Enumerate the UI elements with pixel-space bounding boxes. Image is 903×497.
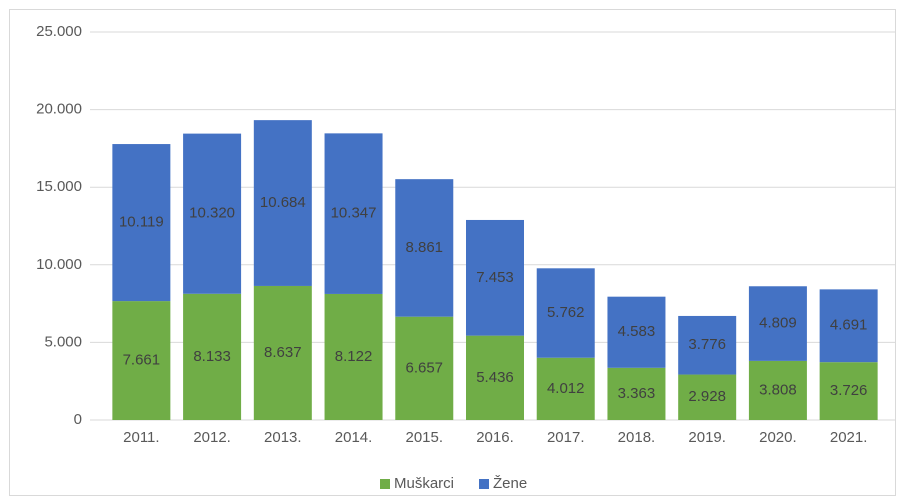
data-label: 3.776 bbox=[688, 336, 726, 353]
y-tick-label: 15.000 bbox=[36, 178, 82, 195]
legend-label: Žene bbox=[493, 475, 527, 492]
y-tick-label: 20.000 bbox=[36, 101, 82, 118]
x-tick-label: 2013. bbox=[264, 429, 302, 446]
data-label: 8.133 bbox=[193, 348, 231, 365]
bar-segment bbox=[112, 144, 171, 302]
bar-segment bbox=[466, 219, 524, 336]
bar-segment bbox=[253, 285, 312, 420]
bar-segment bbox=[748, 360, 807, 420]
bar-segment bbox=[183, 293, 242, 420]
x-tick-label: 2015. bbox=[405, 429, 443, 446]
y-tick-label: 25.000 bbox=[36, 23, 82, 40]
bar-segment bbox=[678, 315, 737, 375]
data-label: 4.691 bbox=[830, 317, 868, 334]
data-label: 8.861 bbox=[405, 239, 443, 256]
x-tick-label: 2011. bbox=[123, 429, 159, 446]
bar-segment bbox=[395, 179, 454, 317]
data-label: 8.122 bbox=[335, 348, 373, 365]
data-label: 8.637 bbox=[264, 344, 302, 361]
x-tick-label: 2012. bbox=[193, 429, 231, 446]
bar-segment bbox=[395, 316, 454, 420]
data-label: 5.762 bbox=[547, 304, 585, 321]
x-tick-label: 2020. bbox=[759, 429, 797, 446]
data-label: 4.809 bbox=[759, 315, 797, 332]
y-tick-label: 10.000 bbox=[36, 256, 82, 273]
data-label: 10.119 bbox=[119, 214, 164, 231]
bar-segment bbox=[112, 301, 171, 420]
bar-segment bbox=[678, 374, 737, 420]
legend-label: Muškarci bbox=[394, 475, 454, 492]
data-label: 3.363 bbox=[618, 385, 656, 402]
x-tick-label: 2014. bbox=[335, 429, 373, 446]
bar-segment bbox=[536, 357, 595, 420]
x-tick-label: 2019. bbox=[688, 429, 726, 446]
legend-swatch bbox=[479, 479, 489, 489]
data-label: 10.684 bbox=[260, 194, 306, 211]
data-label: 5.436 bbox=[476, 369, 514, 386]
bar-segment bbox=[748, 286, 807, 361]
data-label: 2.928 bbox=[688, 388, 726, 405]
x-tick-label: 2018. bbox=[618, 429, 656, 446]
bar-segment bbox=[324, 293, 383, 420]
data-label: 10.320 bbox=[189, 205, 235, 222]
data-label: 3.726 bbox=[830, 382, 868, 399]
data-label: 6.657 bbox=[405, 359, 443, 376]
data-label: 7.453 bbox=[476, 269, 514, 286]
bar-segment bbox=[253, 120, 312, 286]
bar-segment bbox=[607, 296, 666, 368]
bar-segment bbox=[607, 367, 666, 420]
x-tick-label: 2016. bbox=[476, 429, 514, 446]
bar-segment bbox=[466, 335, 524, 420]
bar-segment bbox=[324, 133, 383, 294]
legend-swatch bbox=[380, 479, 390, 489]
bar-segment bbox=[183, 133, 242, 294]
data-label: 3.808 bbox=[759, 381, 797, 398]
bar-segment bbox=[819, 289, 878, 363]
y-tick-label: 5.000 bbox=[44, 333, 82, 350]
bar-segment bbox=[536, 268, 595, 358]
x-tick-label: 2017. bbox=[547, 429, 585, 446]
x-tick-label: 2021. bbox=[830, 429, 868, 446]
bar-segment bbox=[819, 362, 878, 420]
data-label: 4.012 bbox=[547, 380, 585, 397]
data-label: 10.347 bbox=[331, 205, 377, 222]
y-tick-label: 0 bbox=[74, 411, 82, 428]
data-label: 7.661 bbox=[123, 352, 161, 369]
data-label: 4.583 bbox=[618, 323, 656, 340]
